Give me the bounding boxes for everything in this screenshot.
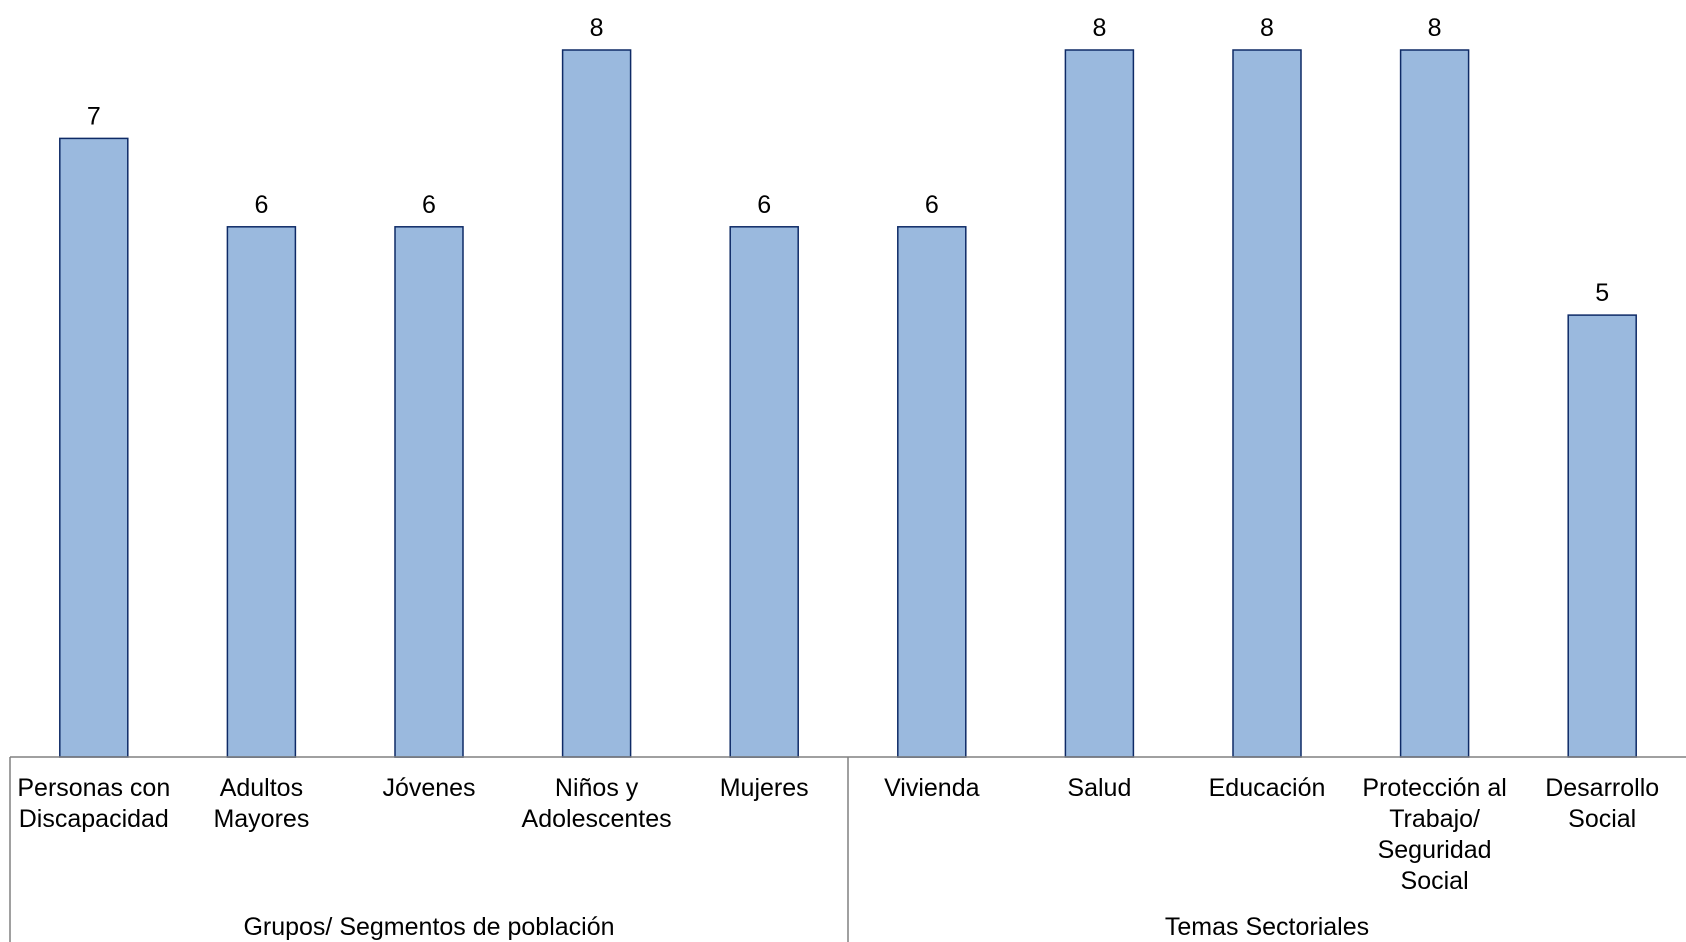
category-axis	[9, 756, 1686, 942]
category-label: Vivienda	[884, 774, 980, 802]
data-label: 6	[254, 191, 268, 219]
data-label: 7	[87, 102, 101, 130]
data-label: 8	[1428, 14, 1442, 42]
data-label: 6	[925, 191, 939, 219]
category-label-line: Seguridad	[1378, 836, 1492, 864]
category-labels-layer: Personas con Discapacidad Adultos Mayores Jó…	[17, 774, 1659, 895]
data-label: 8	[590, 14, 604, 42]
data-label: 8	[1092, 14, 1106, 42]
bar	[897, 226, 967, 758]
group-label: Temas Sectoriales	[1165, 913, 1369, 941]
data-label: 6	[757, 191, 771, 219]
category-label: Desarrollo Social	[1545, 774, 1659, 833]
bar	[1064, 49, 1135, 758]
category-label: Protección al Trabajo/Seguridad Social	[1362, 774, 1507, 895]
bar	[729, 226, 799, 758]
category-label-line: Protección al	[1362, 774, 1507, 802]
category-label-line: Mayores	[213, 805, 309, 833]
category-label-line: Salud	[1067, 774, 1131, 802]
bars-layer	[59, 49, 1637, 758]
category-label: Adultos Mayores	[213, 774, 309, 833]
category-label: Educación	[1209, 774, 1326, 802]
category-label: Mujeres	[720, 774, 809, 802]
category-label-line: Social	[1401, 867, 1469, 895]
bar	[394, 226, 464, 758]
category-label: Personas con Discapacidad	[17, 774, 170, 833]
category-label-line: Discapacidad	[19, 805, 169, 833]
category-label-line: Vivienda	[884, 774, 980, 802]
group-labels-layer: Grupos/ Segmentos de población Temas Sect…	[243, 913, 1369, 941]
category-label: Salud	[1067, 774, 1131, 802]
data-label: 6	[422, 191, 436, 219]
category-label-line: Mujeres	[720, 774, 809, 802]
category-label-line: Personas con	[17, 774, 170, 802]
bar	[226, 226, 297, 758]
bar	[1232, 49, 1302, 758]
data-label: 5	[1595, 279, 1609, 307]
group-label: Grupos/ Segmentos de población	[243, 913, 614, 941]
category-label-line: Adolescentes	[522, 805, 672, 833]
category-label: Niños y Adolescentes	[522, 774, 672, 833]
bar	[561, 49, 632, 758]
bar	[1567, 314, 1637, 758]
category-label-line: Desarrollo	[1545, 774, 1659, 802]
category-label-line: Jóvenes	[382, 774, 475, 802]
category-label-line: Trabajo/	[1389, 805, 1480, 833]
category-label-line: Niños y	[555, 774, 639, 802]
value-labels-layer: 7 6 6 8 6 6 8 8 8 5	[87, 14, 1609, 307]
category-label: Jóvenes	[382, 774, 475, 802]
bar	[59, 137, 129, 758]
category-label-line: Social	[1568, 805, 1636, 833]
category-label-line: Educación	[1209, 774, 1326, 802]
data-label: 8	[1260, 14, 1274, 42]
category-label-line: Adultos	[220, 774, 303, 802]
bar	[1399, 49, 1470, 758]
